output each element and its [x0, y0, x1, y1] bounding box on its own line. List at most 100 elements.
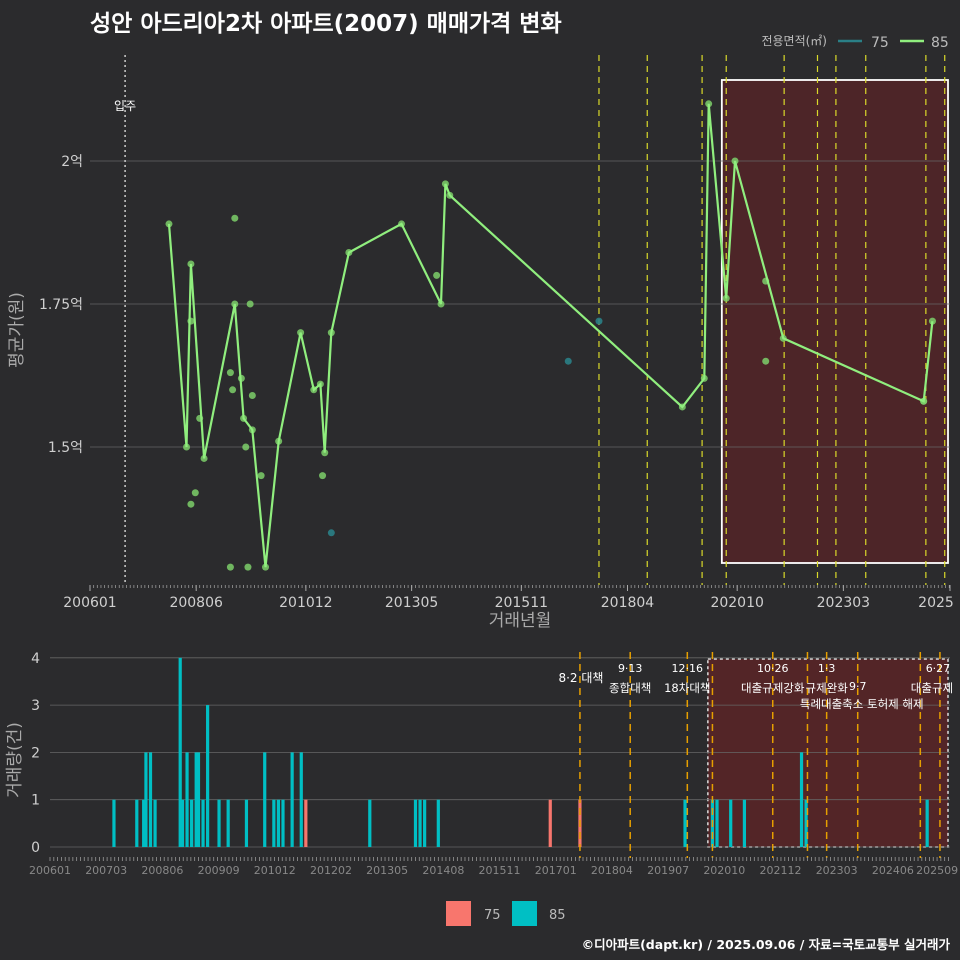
bar-85: [276, 799, 281, 847]
bar-85: [201, 799, 205, 847]
policy-date: 9·7: [849, 680, 867, 693]
bar-85: [263, 752, 267, 847]
bar-85: [710, 799, 715, 847]
bar-85: [178, 657, 182, 847]
data-point-85: [191, 489, 199, 497]
x-tick-label: 202406: [872, 864, 914, 877]
data-point-75: [595, 317, 603, 325]
bar-85: [413, 799, 418, 847]
bar-75: [578, 799, 582, 847]
data-point-85: [433, 271, 441, 279]
bar-85: [299, 752, 303, 847]
bar-85: [190, 799, 194, 847]
y-tick-label: 4: [31, 651, 40, 667]
bar-85: [683, 799, 687, 847]
policy-label: 8·2 대책: [558, 670, 603, 685]
data-point-85: [244, 563, 252, 571]
y-tick-label: 1: [31, 793, 40, 809]
data-point-75: [564, 357, 572, 365]
bar-75: [304, 799, 308, 847]
x-tick-label: 201511: [495, 595, 548, 611]
x-tick-label: 200806: [169, 595, 223, 611]
highlight-region-border: [720, 79, 949, 564]
bar-85: [135, 799, 139, 847]
y-tick-label: 3: [31, 698, 40, 714]
policy-name: 규제완화: [805, 681, 848, 695]
x-tick-label: 201511: [479, 864, 521, 877]
bar-85: [804, 799, 808, 847]
bar-85: [925, 799, 929, 847]
bar-85: [244, 799, 249, 847]
bar-85: [423, 799, 427, 847]
x-tick-label: 201012: [279, 595, 332, 611]
x-tick-label: 201804: [601, 595, 655, 611]
x-tick-label: 202112: [760, 864, 802, 877]
bar-75: [548, 799, 552, 847]
bar-85: [217, 799, 221, 847]
bar-85: [799, 752, 804, 847]
x-tick-label: 201012: [254, 864, 296, 877]
data-point-85: [248, 392, 256, 400]
x-tick-label: 200806: [141, 864, 183, 877]
legend-85-label: 85: [931, 35, 949, 51]
bar-85: [715, 799, 719, 847]
x-tick-label: 201804: [591, 864, 633, 877]
bar-85: [418, 799, 422, 847]
y-tick-label: 1.5억: [48, 440, 83, 456]
data-point-85: [246, 300, 254, 308]
data-point-85: [319, 472, 327, 480]
data-point-85: [229, 386, 237, 394]
bar-85: [290, 752, 294, 847]
bar-85: [153, 799, 157, 847]
x-tick-label: 200703: [85, 864, 127, 877]
chart-title: 성안 아드리아2차 아파트(2007) 매매가격 변화: [90, 11, 562, 37]
data-point-85: [257, 472, 265, 480]
bar-85: [185, 752, 189, 847]
x-tick-label: 201408: [422, 864, 464, 877]
data-point-85: [242, 443, 250, 451]
y-tick-label: 1.75억: [39, 297, 83, 313]
highlight-region-fill: [721, 80, 948, 563]
bar-85: [196, 752, 201, 847]
bar-85: [436, 799, 440, 847]
x-tick-label: 201701: [535, 864, 577, 877]
policy-name: 18차대책: [664, 681, 710, 695]
move-in-annotation: 입주: [114, 99, 136, 113]
data-point-85: [762, 357, 770, 365]
y-axis-title: 평균가(원): [7, 292, 27, 368]
bar-85: [180, 799, 185, 847]
policy-date: 12·16: [672, 662, 704, 675]
x-tick-label: 202010: [710, 595, 763, 611]
x-tick-label: 2025: [918, 595, 954, 611]
series-85-line: [167, 103, 934, 568]
bar-85: [281, 799, 285, 847]
data-point-75: [327, 529, 335, 537]
x-tick-label: 201202: [310, 864, 352, 877]
policy-name: 대출규제: [911, 681, 953, 695]
x-tick-label: 201907: [647, 864, 689, 877]
data-point-85: [226, 369, 234, 377]
y-tick-label: 0: [31, 840, 40, 856]
policy-date: 6·27: [926, 662, 951, 675]
policy-date: 9·13: [618, 662, 643, 675]
bar-85: [148, 752, 153, 847]
bar-85: [272, 799, 276, 847]
x-tick-label: 202509: [916, 864, 958, 877]
data-point-85: [226, 563, 234, 571]
x-tick-label: 201305: [366, 864, 408, 877]
bar-85: [112, 799, 116, 847]
legend-75-label: 75: [484, 908, 501, 923]
y-tick-label: 2억: [61, 154, 83, 170]
policy-date: 1·3: [818, 662, 836, 675]
policy-name: 종합대책: [609, 681, 651, 695]
highlight-region-fill: [707, 659, 948, 847]
bar-85: [368, 799, 372, 847]
legend-title: 전용면적(㎡): [761, 34, 827, 48]
bar-85: [144, 752, 148, 847]
policy-name: 대출규제강화: [741, 681, 805, 695]
legend-85-label: 85: [549, 908, 566, 923]
data-point-85: [928, 317, 936, 325]
bar-85: [206, 705, 210, 847]
bar-85: [226, 799, 230, 847]
x-tick-label: 200601: [29, 864, 71, 877]
